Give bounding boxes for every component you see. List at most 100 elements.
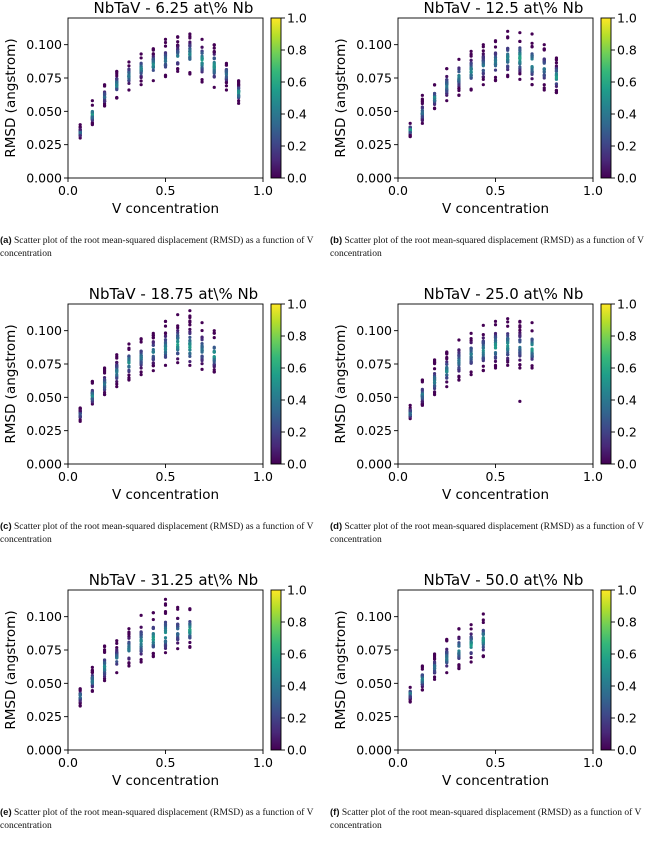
data-point (176, 50, 180, 54)
y-tick-label: 0.075 (26, 357, 62, 372)
data-point (518, 358, 522, 362)
data-point (554, 61, 559, 65)
data-point (188, 40, 192, 44)
data-point (408, 125, 412, 129)
data-point (115, 660, 119, 664)
data-point (493, 323, 498, 327)
data-point (90, 103, 94, 107)
data-point (469, 58, 473, 62)
y-axis-label: RMSD (angstrom) (333, 324, 349, 443)
data-point (432, 376, 437, 381)
y-tick-label: 0.075 (26, 643, 62, 658)
data-point (115, 72, 119, 76)
data-point (151, 52, 155, 56)
data-point (237, 101, 241, 105)
chart-title: NbTaV - 31.25 at\% Nb (89, 572, 258, 589)
data-point (115, 77, 119, 81)
data-point (432, 361, 437, 366)
data-point (518, 354, 522, 358)
data-point (493, 78, 498, 82)
data-point (506, 363, 510, 367)
y-axis-label: RMSD (angstrom) (333, 38, 349, 157)
data-point (530, 321, 534, 325)
outlier-point (518, 399, 522, 403)
data-point (127, 60, 131, 64)
data-point (506, 36, 510, 40)
data-point (188, 327, 192, 331)
data-point (188, 314, 192, 318)
data-point (127, 377, 131, 381)
data-point (151, 364, 155, 368)
data-point (432, 98, 437, 102)
data-point (457, 83, 461, 87)
data-point (200, 336, 204, 340)
caption-label: (c) (0, 521, 12, 532)
x-tick-label: 1.0 (253, 183, 273, 198)
data-point (139, 639, 143, 643)
y-tick-label: 0.000 (356, 171, 392, 186)
data-point (481, 336, 485, 340)
data-point (469, 632, 473, 636)
data-point (127, 627, 131, 631)
data-point (78, 136, 82, 140)
data-point (139, 625, 143, 629)
data-point (445, 657, 449, 661)
data-point (518, 333, 522, 337)
data-point (542, 70, 546, 74)
data-point (469, 373, 473, 377)
data-point (188, 34, 192, 38)
data-point (432, 669, 437, 674)
y-tick-label: 0.050 (26, 104, 62, 119)
data-point (518, 68, 522, 72)
data-point (457, 637, 461, 641)
data-point (469, 336, 473, 341)
data-point (420, 118, 424, 122)
colorbar-tick-label: 0.6 (617, 361, 637, 376)
data-point (481, 60, 485, 64)
data-point (420, 683, 424, 687)
data-point (139, 349, 143, 353)
figure-panel-c: NbTaV - 18.75 at\% Nb 0.0 0.5 1.0 0.000 0.025… (0, 286, 330, 564)
chart-title: NbTaV - 25.0 at\% Nb (424, 286, 584, 303)
colorbar-tick-label: 0.8 (617, 329, 637, 344)
data-point (445, 671, 449, 675)
data-point (188, 319, 192, 323)
caption-text: Scatter plot of the root mean-squared di… (330, 522, 644, 545)
data-point (542, 67, 546, 71)
data-point (200, 66, 204, 70)
data-point (115, 83, 119, 88)
data-point (212, 52, 216, 56)
data-point (127, 70, 131, 75)
data-point (432, 657, 437, 661)
data-point (518, 320, 522, 324)
data-point (457, 353, 461, 357)
data-point (188, 56, 192, 60)
data-point (408, 699, 412, 703)
data-point (115, 80, 119, 84)
colorbar-tick-label: 1.0 (287, 297, 307, 312)
data-point (518, 31, 522, 35)
data-point (139, 657, 143, 662)
data-point (432, 653, 437, 657)
x-tick-label: 1.0 (583, 755, 603, 770)
data-point (493, 68, 498, 72)
data-point (457, 351, 461, 355)
colorbar-tick-label: 0.0 (617, 457, 637, 472)
data-point (176, 324, 180, 328)
caption-a: (a) Scatter plot of the root mean-square… (0, 234, 325, 261)
data-point (176, 632, 180, 636)
data-point (90, 397, 94, 401)
data-point (506, 324, 510, 328)
data-point (176, 69, 180, 73)
data-point (457, 66, 461, 70)
colorbar (600, 303, 612, 465)
data-point (188, 622, 192, 626)
data-point (408, 134, 412, 138)
data-point (481, 612, 485, 616)
colorbar-tick-label: 1.0 (617, 297, 637, 312)
data-point (139, 366, 143, 370)
data-point (200, 344, 204, 348)
caption-text: Scatter plot of the root mean-squared di… (0, 522, 314, 545)
data-point (237, 82, 241, 86)
data-point (518, 328, 522, 332)
